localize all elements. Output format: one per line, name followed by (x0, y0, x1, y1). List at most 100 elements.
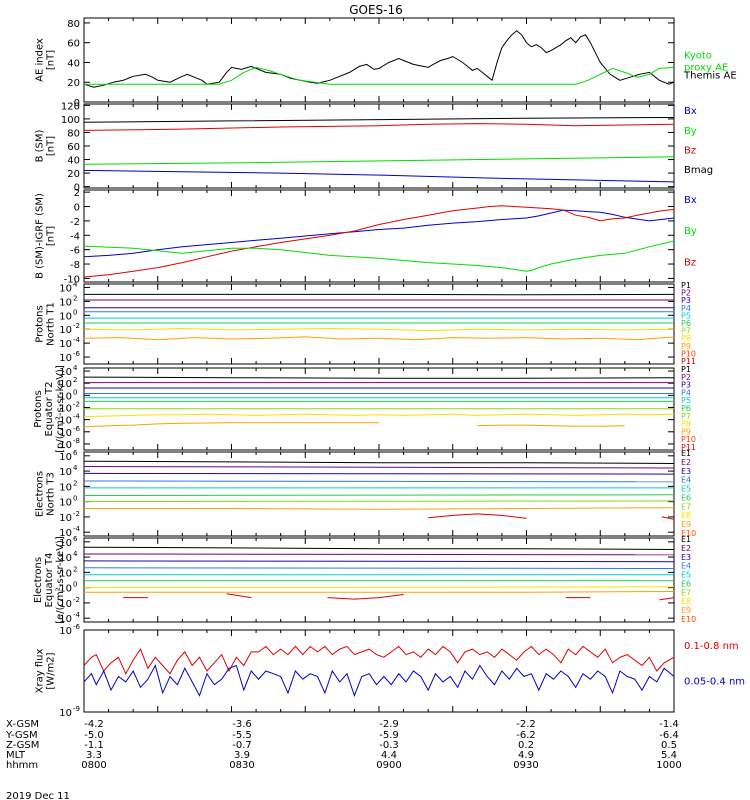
y-tick-exponent: 4 (73, 364, 78, 372)
series-Themis AE (83, 30, 675, 88)
channel-label: E3 (681, 553, 691, 562)
channel-label: P6 (681, 404, 691, 413)
y-tick-label: 10 (59, 553, 72, 564)
series-E9 (428, 513, 527, 519)
footer-value: 1000 (656, 760, 681, 771)
channel-label: P2 (681, 289, 691, 298)
y-tick-exponent: -6 (73, 350, 81, 358)
footer-value: 0800 (81, 760, 106, 771)
panel-3: -10 -8 -6 -4 -2 0 2 B (SM)-IGRF (SM) [nT] Bx By Bz (35, 188, 697, 285)
channel-label: P3 (681, 381, 691, 390)
channel-label: P1 (681, 365, 691, 374)
legend-entry: Bx (684, 195, 697, 206)
y-axis-label: Equator T4 (44, 553, 55, 608)
y-tick-exponent: -8 (73, 437, 80, 445)
y-tick-label: 10 (59, 297, 72, 308)
y-tick-label: 20 (67, 169, 80, 180)
channel-label: P11 (681, 443, 696, 452)
series-E1 (83, 546, 675, 550)
series-E4 (83, 480, 675, 483)
series-E3 (83, 560, 675, 563)
channel-label: P3 (681, 296, 691, 305)
y-tick-label: 0 (74, 183, 80, 194)
y-tick-exponent: -4 (73, 525, 81, 533)
footer-value: 3.3 (86, 750, 102, 761)
channel-label: P10 (681, 349, 696, 358)
y-tick-label: -4 (70, 231, 80, 242)
channel-label: P4 (681, 304, 691, 313)
footer-value: 0830 (229, 760, 254, 771)
panel-frame (83, 629, 675, 713)
y-axis-label: Electrons (35, 471, 46, 517)
channel-label: E1 (681, 449, 691, 458)
channel-label: P7 (681, 412, 691, 421)
channel-label: E8 (681, 511, 691, 520)
y-tick-exponent: 0 (73, 388, 77, 396)
series-E2 (83, 553, 675, 556)
legend-entry: Kyoto (684, 51, 712, 62)
series-By (83, 156, 675, 165)
channel-label: E2 (681, 544, 691, 553)
y-tick-label: -8 (70, 260, 80, 271)
y-tick-label: 80 (67, 19, 80, 30)
y-tick-label: 80 (67, 128, 80, 139)
series-E7 (83, 500, 675, 503)
channel-label: P10 (681, 435, 696, 444)
channel-label: E9 (681, 606, 691, 615)
footer-value: -1.4 (659, 719, 679, 730)
plot-title: GOES-16 (349, 3, 403, 17)
footer-value: -5.0 (84, 730, 104, 741)
series-E4 (83, 567, 675, 569)
y-axis-label: AE index (35, 38, 46, 82)
plot-date: 2019 Dec 11 (6, 791, 70, 800)
y-tick-label: 10 (59, 584, 72, 595)
y-tick-label: 10 (59, 538, 72, 549)
y-tick-label: 0 (74, 98, 80, 109)
channel-label: P7 (681, 327, 691, 336)
series-E9b (226, 593, 252, 599)
y-tick-label: 10 (59, 513, 72, 524)
y-axis-label: Equator T2 (44, 382, 55, 437)
y-tick-exponent: 2 (73, 294, 77, 302)
y-tick-label: 10 (59, 467, 72, 478)
y-tick-label: 10 (59, 440, 72, 451)
y-tick-label: 10 (59, 391, 72, 402)
footer-value: -1.1 (84, 740, 104, 751)
channel-label: P9 (681, 427, 691, 436)
series-Kyoto proxy AE (84, 66, 675, 85)
channel-label: P11 (681, 357, 696, 366)
series-0.05-0.4 nm (83, 664, 675, 698)
channel-label: P5 (681, 311, 691, 320)
y-tick-label: -6 (70, 246, 80, 257)
series-P9b (477, 424, 625, 427)
legend-entry: 0.05-0.4 nm (684, 677, 745, 688)
y-tick-label: 100 (61, 115, 80, 126)
footer-value: 5.4 (661, 750, 677, 761)
y-axis-label: North T1 (46, 302, 57, 346)
y-tick-label: 120 (61, 101, 80, 112)
footer-value: -5.9 (379, 730, 399, 741)
series-Bx (83, 169, 675, 183)
series-E3 (83, 472, 675, 475)
legend-entry: Themis AE (683, 70, 737, 81)
channel-label: E3 (681, 467, 691, 476)
channel-label: E10 (681, 615, 696, 624)
series-Bx (83, 209, 675, 258)
series-E9b (661, 516, 675, 520)
channel-label: P4 (681, 388, 691, 397)
channel-label: P2 (681, 373, 691, 382)
channel-label: P1 (681, 281, 691, 290)
panel-frame (83, 17, 675, 103)
y-tick-label: 10 (59, 708, 72, 719)
y-tick-label: 10 (59, 482, 72, 493)
footer-value: -0.7 (232, 740, 252, 751)
series-E7 (83, 586, 675, 589)
footer-value: -2.9 (379, 719, 399, 730)
y-tick-label: 10 (59, 498, 72, 509)
y-tick-label: 10 (59, 339, 72, 350)
